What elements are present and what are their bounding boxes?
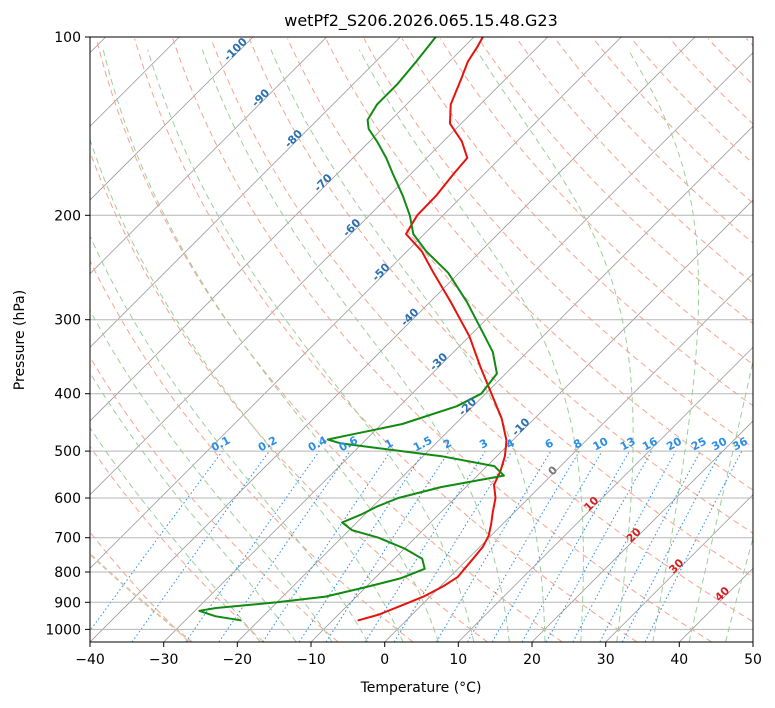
- moist-adiabat-line: [725, 536, 753, 642]
- isotherm-line: [605, 494, 753, 642]
- dry-adiabat-line: [134, 38, 638, 642]
- dewpoint-profile-line: [198, 37, 505, 622]
- x-tick-label: 30: [597, 652, 615, 668]
- dry-adiabat-line: [90, 445, 264, 642]
- moist-adiabat-line: [90, 309, 333, 642]
- isotherm-line: [90, 37, 327, 275]
- moist-adiabat-line: [201, 49, 510, 642]
- moist-adiabat-line: [90, 234, 369, 642]
- mixing-ratio-label: 36: [730, 435, 750, 454]
- mixing-ratio-line: [644, 450, 743, 642]
- plot-frame: [89, 36, 754, 643]
- x-axis: −40 −30 −20 −10 0 10 20 30 40 50: [75, 642, 762, 668]
- chart-title: wetPf2_S206.2026.065.15.48.G23: [284, 11, 558, 31]
- moist-adiabat-line: [90, 138, 404, 642]
- pressure-gridlines: [90, 37, 753, 630]
- moist-adiabat-line: [688, 358, 753, 642]
- y-tick-label: 600: [54, 491, 81, 507]
- dry-adiabat-line: [90, 531, 190, 642]
- moist-adiabat-line: [627, 49, 700, 642]
- x-tick-label: −10: [296, 652, 326, 668]
- mixing-ratio-label: 16: [640, 435, 660, 454]
- isotherm-line: [458, 346, 753, 642]
- mixing-ratio-line: [521, 450, 630, 642]
- y-tick-label: 200: [54, 208, 81, 224]
- y-tick-label: 700: [54, 531, 81, 547]
- isotherm-line: [90, 37, 401, 348]
- mixing-ratio-line: [90, 450, 223, 632]
- mixing-ratio-label: 20: [664, 435, 684, 454]
- isotherm-line: [531, 420, 753, 642]
- moist-adiabat-line: [90, 371, 297, 642]
- x-tick-label: 10: [449, 652, 467, 668]
- mixing-ratio-line: [298, 450, 425, 642]
- mixing-ratio-line: [185, 450, 320, 642]
- y-tick-label: 300: [54, 313, 81, 329]
- isotherm-line: [90, 37, 622, 569]
- x-axis-label: Temperature (°C): [360, 680, 482, 696]
- mixing-ratio-line: [325, 450, 450, 642]
- dry-adiabat-line: [248, 38, 753, 578]
- background-lines: [90, 37, 753, 642]
- isotherm-line: [163, 52, 753, 642]
- dry-adiabat-line: [363, 38, 753, 449]
- mixing-ratio-label: 13: [618, 435, 638, 454]
- mixing-ratio-line: [545, 450, 653, 642]
- isotherm-line: [90, 37, 475, 422]
- dry-adiabat-line: [478, 38, 753, 325]
- x-tick-label: 20: [523, 652, 541, 668]
- mixing-ratio-label: 10: [591, 435, 611, 454]
- x-tick-label: −40: [75, 652, 105, 668]
- y-tick-label: 500: [54, 444, 81, 460]
- y-axis: 100 200 300 400 500 600 700 800 900 1000: [45, 30, 90, 638]
- dry-adiabat-line: [287, 38, 753, 534]
- isotherm-line: [90, 37, 548, 496]
- mixing-ratio-label: 30: [710, 435, 730, 454]
- y-tick-label: 800: [54, 565, 81, 581]
- temperature-profile-line: [357, 37, 508, 622]
- moist-adiabat-line: [90, 426, 261, 642]
- x-tick-label: 40: [670, 652, 688, 668]
- x-tick-label: −30: [149, 652, 179, 668]
- moist-adiabat-line: [475, 49, 634, 642]
- dry-adiabat-line: [325, 38, 753, 491]
- dry-adiabat-line: [401, 38, 753, 407]
- series-layer: [198, 37, 508, 622]
- mixing-ratio-label: 25: [689, 435, 709, 454]
- x-tick-label: 0: [380, 652, 389, 668]
- mixing-ratio-line: [393, 450, 513, 642]
- y-tick-label: 900: [54, 595, 81, 611]
- y-tick-label: 100: [54, 30, 81, 46]
- dry-adiabat-line: [210, 38, 753, 623]
- isotherm-line: [237, 125, 753, 642]
- mixing-ratio-line: [131, 450, 270, 642]
- x-tick-label: 50: [744, 652, 762, 668]
- moist-adiabat-line: [270, 49, 546, 642]
- x-tick-label: −20: [223, 652, 253, 668]
- dry-adiabat-line: [592, 38, 753, 204]
- dry-adiabat-line: [631, 38, 753, 165]
- mixing-ratio-line: [262, 450, 392, 642]
- isotherm-line: [90, 37, 254, 201]
- mixing-ratio-line: [572, 450, 677, 642]
- y-tick-label: 400: [54, 387, 81, 403]
- moist-adiabat-line: [147, 49, 475, 642]
- dry-adiabat-line: [172, 38, 712, 642]
- y-tick-label: 1000: [45, 622, 81, 638]
- y-axis-label: Pressure (hPa): [12, 290, 28, 390]
- isotherm-line: [90, 37, 696, 642]
- moist-adiabat-line: [102, 49, 439, 642]
